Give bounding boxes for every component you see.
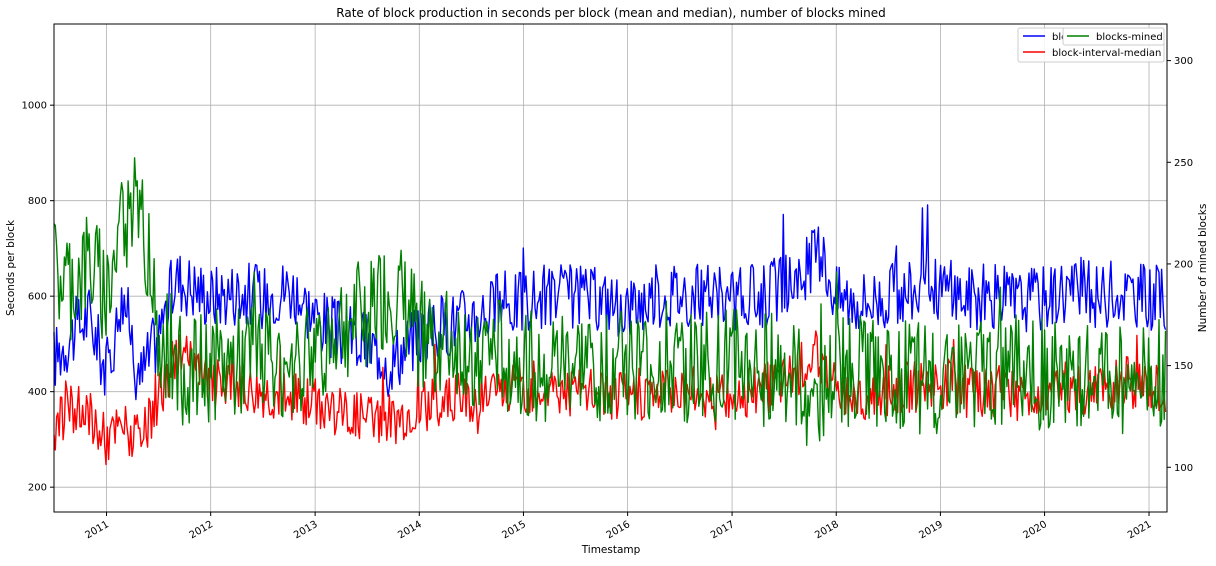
legend-right: blocks-mined	[1062, 27, 1165, 46]
y-left-tick-label: 600	[28, 292, 47, 303]
y-axis-left-label: Seconds per block	[5, 219, 17, 316]
series-line-block-interval-mean	[53, 204, 1167, 401]
legend-right-box	[1062, 27, 1165, 46]
x-tick-label: 2019	[917, 519, 945, 541]
legend-label-median: block-interval-median	[1052, 48, 1161, 59]
y-right-tick-label: 300	[1174, 56, 1193, 67]
x-tick-label: 2015	[500, 519, 528, 541]
y-left-tick-label: 1000	[22, 101, 47, 112]
y-right-tick-label: 100	[1174, 463, 1193, 474]
x-axis-label: Timestamp	[581, 544, 641, 556]
y-right-tick-label: 250	[1174, 158, 1193, 169]
y-right-tick-label: 200	[1174, 259, 1193, 270]
legend-label-mined: blocks-mined	[1096, 32, 1163, 43]
y-left-tick-label: 400	[28, 387, 47, 398]
series-line-blocks-mined	[53, 157, 1167, 446]
y-right-tick-label: 150	[1174, 361, 1193, 372]
plot-frame	[53, 23, 1168, 513]
x-tick-label: 2016	[605, 519, 633, 541]
y-left-tick-label: 800	[28, 196, 47, 207]
x-tick-label: 2020	[1022, 519, 1050, 541]
y-axis-right-label: Number of mined blocks	[1197, 204, 1209, 333]
x-tick-label: 2017	[709, 519, 737, 541]
x-tick-label: 2011	[83, 519, 111, 541]
y-axis-left: 200 400 600 800 1000	[22, 101, 54, 494]
grid-lines	[54, 24, 1167, 512]
y-left-tick-label: 200	[28, 483, 47, 494]
x-tick-label: 2021	[1126, 519, 1154, 541]
x-tick-label: 2012	[188, 519, 216, 541]
chart-title: Rate of block production in seconds per …	[336, 6, 885, 20]
x-tick-label: 2018	[813, 519, 841, 541]
series-layer	[53, 157, 1167, 466]
x-tick-label: 2014	[396, 519, 424, 541]
x-tick-label: 2013	[292, 519, 320, 541]
x-axis: 2011 2012 2013 2014 2015 2016 2017 2018 2019 2020…	[83, 512, 1154, 541]
y-axis-right: 100 150 200 250 300	[1167, 56, 1193, 474]
